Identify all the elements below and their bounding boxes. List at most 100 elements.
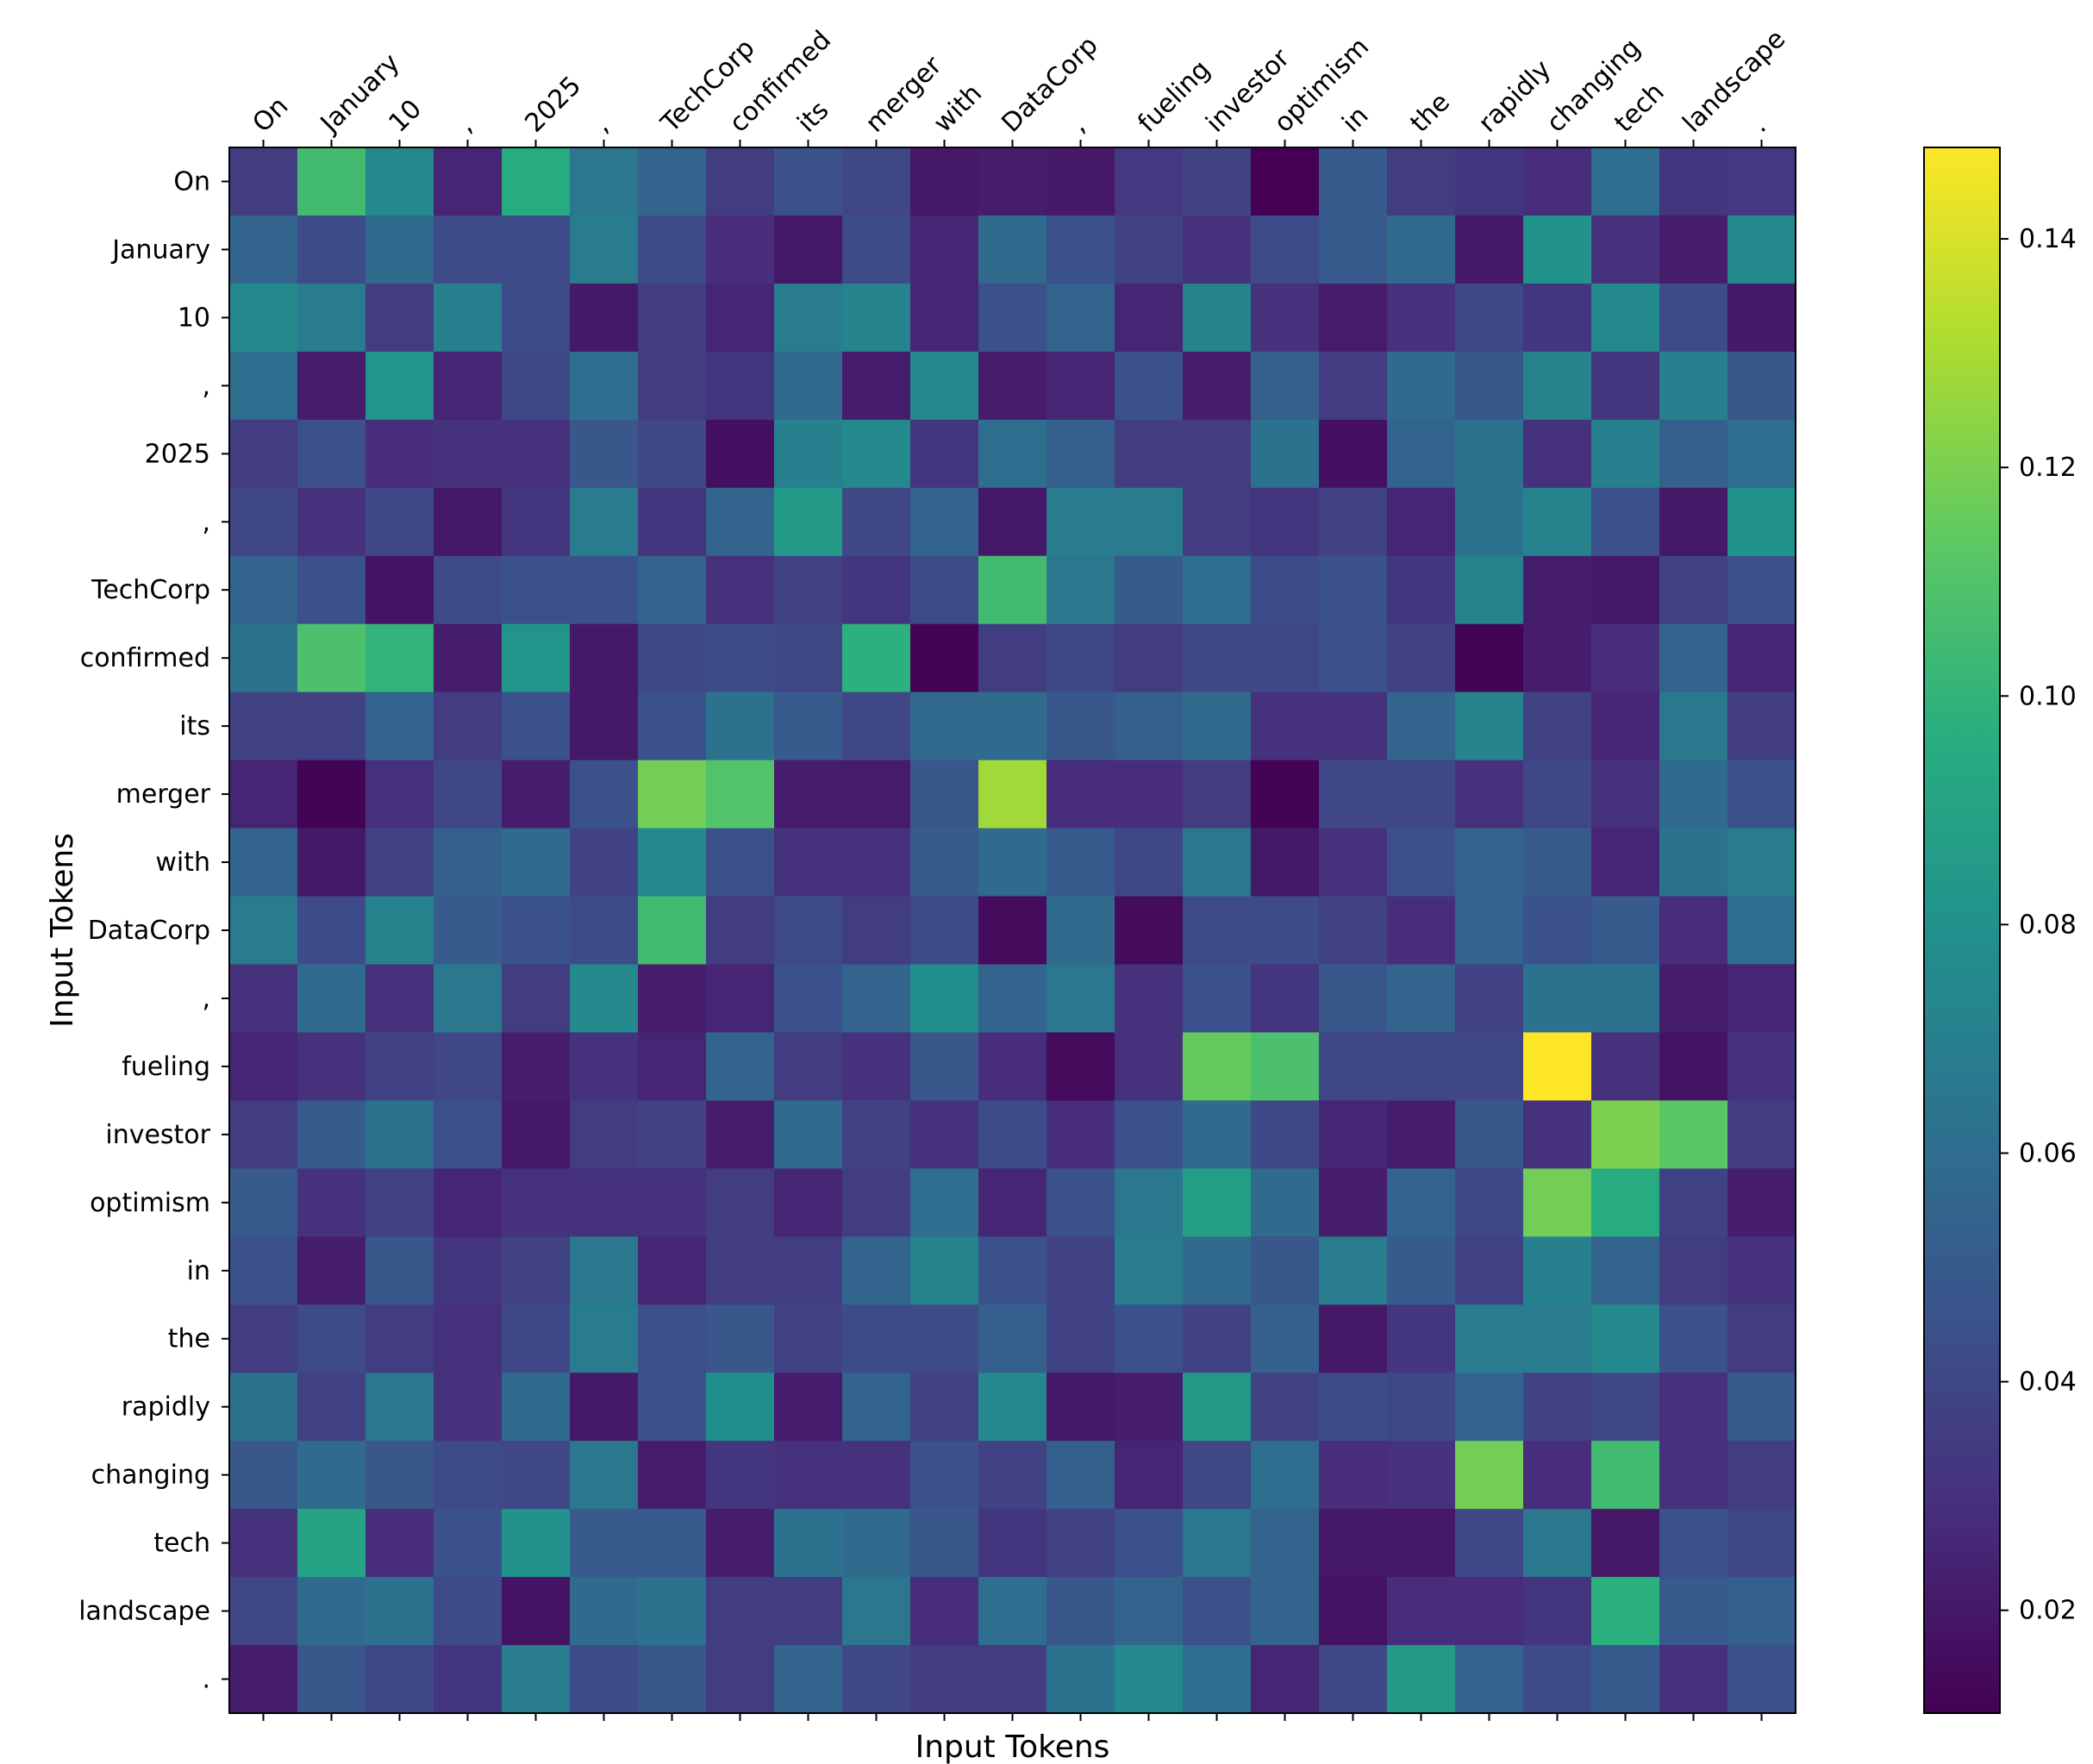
heatmap-cell [706, 147, 775, 216]
heatmap-cell [434, 691, 503, 761]
heatmap-cell [229, 1032, 298, 1101]
heatmap-cell [1728, 215, 1796, 285]
heatmap-cell [365, 1304, 434, 1373]
heatmap-cell [1455, 964, 1524, 1034]
y-tick-label: , [202, 507, 210, 537]
heatmap-cell [706, 691, 775, 761]
heatmap-cell [297, 1304, 366, 1373]
heatmap-cell [910, 828, 979, 898]
x-tick-label: with [928, 78, 988, 139]
heatmap-cell [1251, 1373, 1320, 1442]
x-tick-label: On [247, 91, 294, 139]
heatmap-cell [1591, 555, 1660, 625]
colorbar-tick-label: 0.04 [2019, 1367, 2077, 1398]
heatmap-cell [1046, 283, 1115, 353]
heatmap-cell [229, 760, 298, 829]
heatmap-cell [1387, 1645, 1456, 1714]
heatmap-cell [638, 1509, 707, 1578]
heatmap-cell [229, 1645, 298, 1714]
heatmap-cell [1251, 283, 1320, 353]
x-tick-label: in [1336, 101, 1374, 139]
heatmap-cell [229, 1373, 298, 1442]
heatmap-cell [978, 147, 1047, 216]
heatmap-cell [774, 623, 843, 693]
heatmap-cell [1319, 419, 1388, 489]
heatmap-cell [1115, 760, 1184, 829]
heatmap-cell [297, 147, 366, 216]
heatmap-cell [1115, 1441, 1184, 1510]
heatmap-cell [706, 964, 775, 1034]
heatmap-cell [1319, 1441, 1388, 1510]
heatmap-cell [1251, 555, 1320, 625]
heatmap-cell [502, 215, 571, 285]
heatmap-cell [1728, 147, 1796, 216]
heatmap-cell [297, 1645, 366, 1714]
heatmap-cell [638, 623, 707, 693]
heatmap-cell [842, 1304, 911, 1373]
heatmap-cell [1523, 1441, 1592, 1510]
heatmap-cell [1115, 1304, 1184, 1373]
heatmap-cell [1046, 351, 1115, 421]
heatmap-cell [1659, 896, 1728, 966]
y-axis-ticks: On January 10, 2025, TechCorp confirmed its mer… [78, 166, 229, 1695]
heatmap-cell [1046, 691, 1115, 761]
heatmap-cell [1115, 1373, 1184, 1442]
heatmap-cell [570, 896, 639, 966]
heatmap-cell [229, 1441, 298, 1510]
heatmap-cell [1115, 215, 1184, 285]
heatmap-cell [842, 1645, 911, 1714]
heatmap-cell [365, 1509, 434, 1578]
heatmap-cell [434, 419, 503, 489]
heatmap-cell [365, 419, 434, 489]
heatmap-cell [1523, 964, 1592, 1034]
heatmap-cell [842, 487, 911, 557]
heatmap-cell [229, 555, 298, 625]
heatmap-cell [638, 691, 707, 761]
heatmap-cell [229, 1236, 298, 1305]
heatmap-cell [1319, 1645, 1388, 1714]
heatmap-cell [297, 828, 366, 898]
heatmap-cell [1591, 351, 1660, 421]
heatmap-cell [1728, 1236, 1796, 1305]
heatmap-cell [842, 1509, 911, 1578]
heatmap-cell [638, 1645, 707, 1714]
heatmap-cell [434, 623, 503, 693]
heatmap-cell [297, 419, 366, 489]
heatmap-cell [229, 1509, 298, 1578]
heatmap-cell [1046, 1441, 1115, 1510]
heatmap-cell [978, 691, 1047, 761]
heatmap-cell [1115, 1509, 1184, 1578]
x-tick-label: tech [1609, 77, 1670, 138]
heatmap-cell [1523, 691, 1592, 761]
heatmap-cell [1319, 1304, 1388, 1373]
heatmap-cell [1523, 1304, 1592, 1373]
heatmap-cell [434, 896, 503, 966]
heatmap-cell [229, 1304, 298, 1373]
heatmap-cell [978, 1236, 1047, 1305]
heatmap-cell [774, 1304, 843, 1373]
heatmap-cell [774, 555, 843, 625]
heatmap-cell [1251, 1032, 1320, 1101]
heatmap-cell [1523, 1032, 1592, 1101]
heatmap-cell [434, 555, 503, 625]
heatmap-cell [978, 555, 1047, 625]
heatmap-cell [842, 1441, 911, 1510]
heatmap-cell [1251, 1236, 1320, 1305]
heatmap-cell [297, 964, 366, 1034]
heatmap-cell [1728, 1441, 1796, 1510]
heatmap-cell [365, 215, 434, 285]
heatmap-cell [365, 487, 434, 557]
heatmap-cell [910, 623, 979, 693]
heatmap-cell [774, 1373, 843, 1442]
heatmap-cell [365, 691, 434, 761]
heatmap-cell [434, 1100, 503, 1169]
heatmap-cell [842, 351, 911, 421]
heatmap-cell [1115, 283, 1184, 353]
heatmap-cell [1455, 828, 1524, 898]
heatmap-cell [706, 1441, 775, 1510]
heatmap-cell [365, 351, 434, 421]
heatmap-cell [1523, 1100, 1592, 1169]
heatmap-cell [365, 1373, 434, 1442]
heatmap-cell [1659, 1236, 1728, 1305]
heatmap-cell [978, 215, 1047, 285]
